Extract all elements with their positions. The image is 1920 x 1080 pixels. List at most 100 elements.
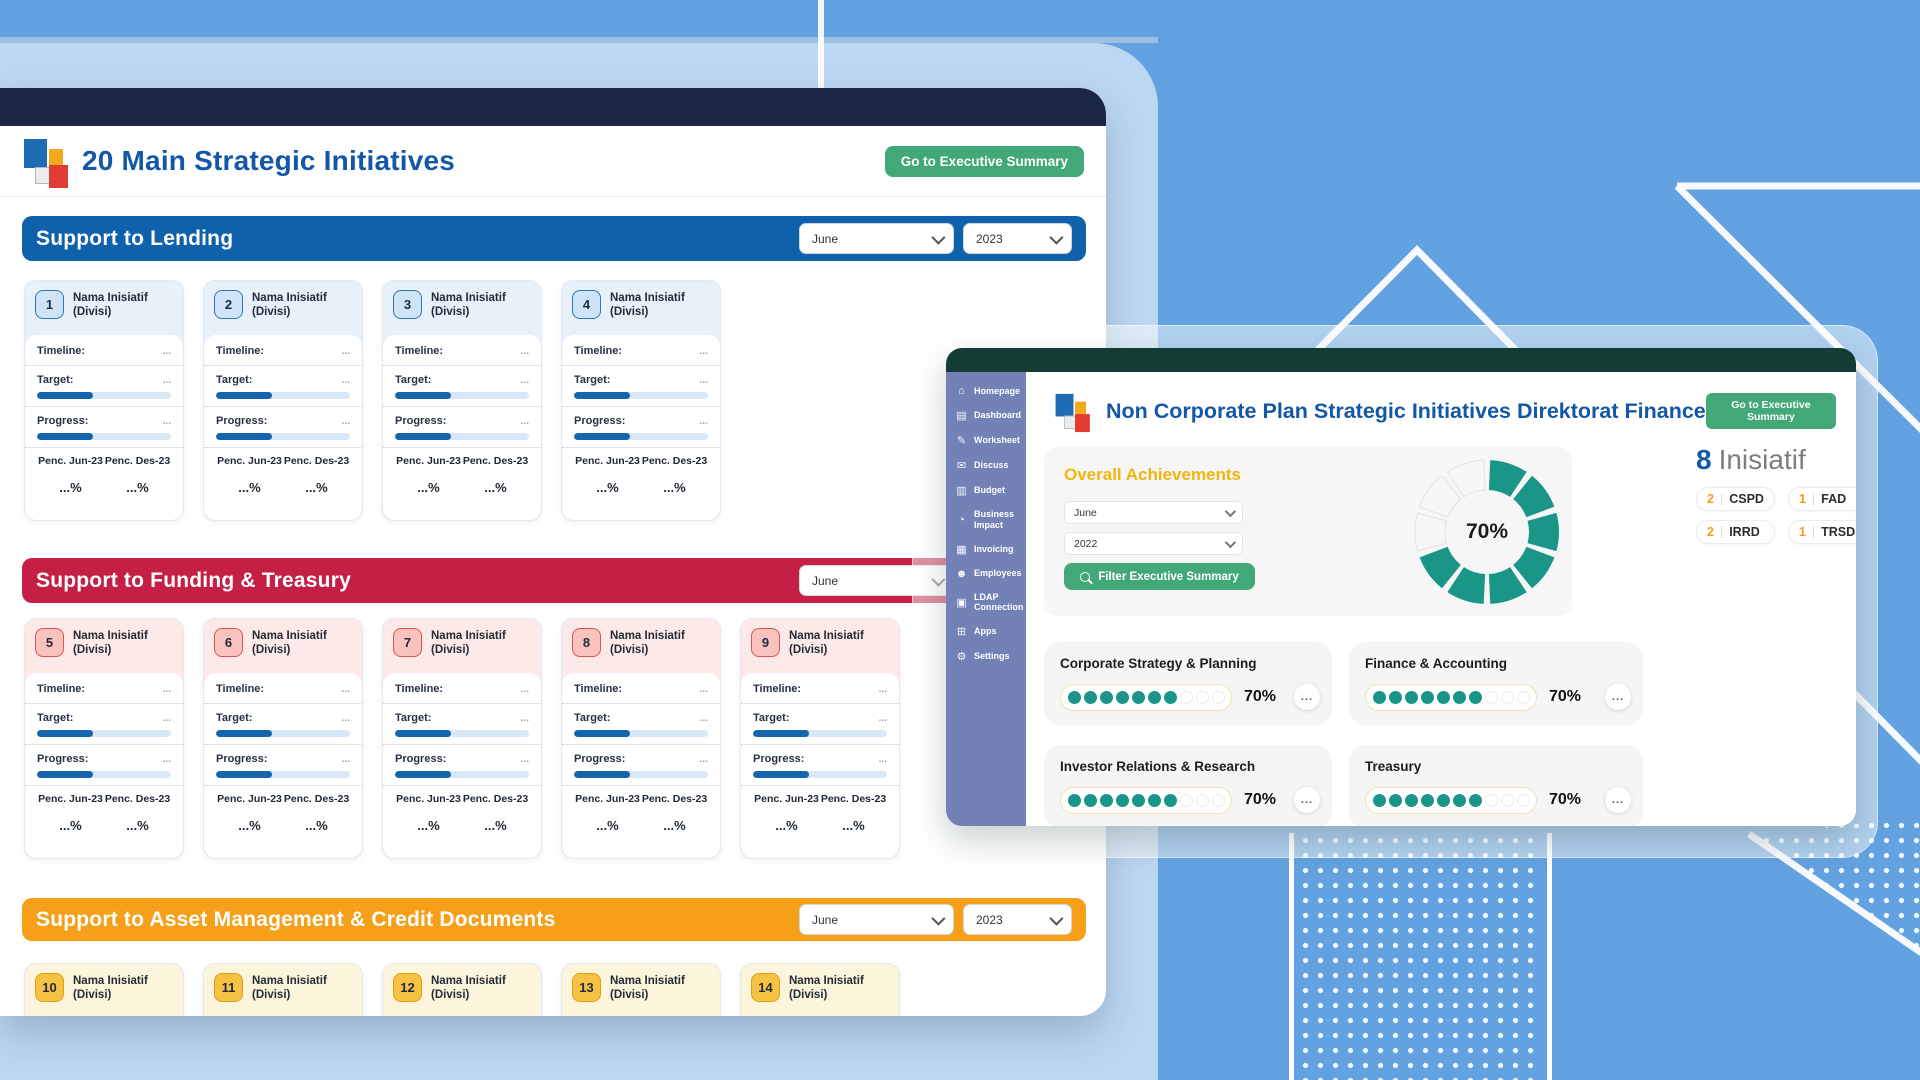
donut-segment-filled	[1488, 460, 1527, 497]
achievement-col-des: Penc. Des-23	[641, 793, 708, 805]
sidebar-item-settings[interactable]: ⚙ Settings	[946, 644, 1026, 669]
overall-achievements-heading: Overall Achievements	[1064, 465, 1242, 484]
month-select[interactable]: June	[1064, 501, 1243, 524]
left-dashboard-header: 20 Main Strategic Initiatives Go to Exec…	[0, 126, 1106, 197]
more-options-button[interactable]: ...	[1605, 787, 1631, 813]
overall-achievements-card: Overall Achievements June 2022 Filter Ex…	[1044, 447, 1572, 616]
filter-button-label: Filter Executive Summary	[1098, 570, 1239, 583]
timeline-row: Timeline:...	[753, 682, 887, 696]
sidebar-item-invoicing[interactable]: ▦ Invoicing	[946, 537, 1026, 562]
progress-progress-bar	[395, 433, 529, 440]
initiative-card-body: Timeline:... Target:... Progress:... Penc. …	[204, 335, 362, 520]
sidebar-item-discuss[interactable]: ✉ Discuss	[946, 453, 1026, 478]
go-to-executive-summary-button[interactable]: Go to Executive Summary	[1705, 393, 1836, 429]
dotted-divider	[204, 744, 362, 745]
dotted-divider	[741, 744, 899, 745]
achievement-columns: Penc. Jun-23 Penc. Des-23	[37, 793, 171, 805]
year-select-lending[interactable]: 2023	[963, 223, 1072, 254]
more-options-button[interactable]: ...	[1605, 684, 1631, 710]
progress-dot-filled	[1132, 691, 1145, 704]
achievement-columns: Penc. Jun-23 Penc. Des-23	[395, 793, 529, 805]
right-dashboard-header: Non Corporate Plan Strategic Initiatives…	[1054, 388, 1836, 434]
dotted-divider	[204, 447, 362, 448]
achievement-col-des: Penc. Des-23	[462, 793, 529, 805]
logo-orange-square	[49, 149, 63, 168]
timeline-row: Timeline:...	[574, 682, 708, 696]
right-dashboard-main: Non Corporate Plan Strategic Initiatives…	[1026, 372, 1856, 826]
progress-dot-filled	[1421, 794, 1434, 807]
progress-dot-empty	[1485, 691, 1498, 704]
progress-row-label: Progress:	[395, 753, 447, 765]
sidebar-item-label: Business Impact	[974, 509, 1015, 530]
target-row: Target:...	[37, 373, 171, 387]
month-select-lending[interactable]: June	[799, 223, 954, 254]
ellipsis-value: ...	[341, 683, 350, 695]
dot-progress-track	[1060, 684, 1232, 711]
go-to-executive-summary-button[interactable]: Go to Executive Summary	[884, 145, 1084, 177]
department-percent: 70%	[1244, 688, 1277, 705]
background-dot-border-left	[1289, 833, 1294, 1080]
pill-divider: |	[1719, 492, 1724, 506]
achievement-value-des: ...%	[663, 480, 686, 495]
card-name-label: Nama Inisiatif (Divisi)	[431, 975, 506, 1002]
sidebar-item-dashboard[interactable]: ▤ Dashboard	[946, 403, 1026, 428]
initiative-card-header: 2 Nama Inisiatif (Divisi)	[204, 281, 362, 335]
ellipsis-value: ...	[162, 753, 171, 765]
achievement-col-jun: Penc. Jun-23	[396, 455, 461, 467]
sidebar-item-worksheet[interactable]: ✎ Worksheet	[946, 428, 1026, 453]
dotted-divider	[25, 406, 183, 407]
achievement-values: ...%...%	[216, 480, 350, 495]
progress-dot-filled	[1116, 794, 1129, 807]
sidebar-item-employees[interactable]: ☻ Employees	[946, 562, 1026, 586]
initiative-card-2: 2 Nama Inisiatif (Divisi) Timeline:... Targe…	[203, 280, 363, 521]
progress-row: Progress:...	[395, 414, 529, 428]
sidebar-item-budget[interactable]: ▥ Budget	[946, 478, 1026, 503]
initiative-card-7: 7 Nama Inisiatif (Divisi) Timeline:... Targe…	[382, 618, 542, 859]
chevron-down-icon	[1049, 911, 1064, 926]
progress-dot-filled	[1164, 794, 1177, 807]
more-options-button[interactable]: ...	[1294, 684, 1320, 710]
sidebar-item-homepage[interactable]: ⌂ Homepage	[946, 379, 1026, 403]
year-select-asset-management[interactable]: 2023	[963, 904, 1072, 935]
card-number-badge: 2	[214, 290, 243, 319]
achievement-col-jun: Penc. Jun-23	[754, 793, 819, 805]
sidebar-item-ldap-connection[interactable]: ▣ LDAP Connection	[946, 586, 1026, 620]
initiative-card-header: 7 Nama Inisiatif (Divisi)	[383, 619, 541, 673]
achievement-value-des: ...%	[484, 480, 507, 495]
achievement-value-jun: ...%	[596, 818, 619, 833]
dotted-divider	[25, 744, 183, 745]
progress-row-label: Progress:	[395, 415, 447, 427]
dotted-divider	[741, 703, 899, 704]
initiative-card-header: 9 Nama Inisiatif (Divisi)	[741, 619, 899, 673]
progress-dot-filled	[1068, 691, 1081, 704]
ellipsis-value: ...	[699, 753, 708, 765]
filter-executive-summary-button[interactable]: Filter Executive Summary	[1064, 563, 1255, 590]
achievement-columns: Penc. Jun-23 Penc. Des-23	[37, 455, 171, 467]
app-logo	[22, 138, 68, 188]
card-name-label: Nama Inisiatif (Divisi)	[431, 292, 506, 319]
achievement-value-jun: ...%	[417, 818, 440, 833]
progress-progress-bar	[216, 433, 350, 440]
pill-irrd: 2 | IRRD	[1696, 520, 1775, 544]
card-number-badge: 7	[393, 628, 422, 657]
achievement-col-jun: Penc. Jun-23	[217, 455, 282, 467]
year-select[interactable]: 2022	[1064, 532, 1243, 555]
section-filters: June 2023	[799, 223, 1072, 254]
initiative-card-header: 11 Nama Inisiatif (Divisi)	[204, 964, 362, 1016]
ellipsis-value: ...	[520, 415, 529, 427]
section-asset-management: Support to Asset Management & Credit Doc…	[0, 898, 1106, 1016]
department-percent: 70%	[1549, 791, 1582, 808]
more-options-button[interactable]: ...	[1294, 787, 1320, 813]
target-progress-bar	[574, 392, 708, 399]
timeline-row-label: Timeline:	[574, 683, 623, 695]
initiative-card-header: 5 Nama Inisiatif (Divisi)	[25, 619, 183, 673]
progress-row-label: Progress:	[753, 753, 805, 765]
card-number-badge: 9	[751, 628, 780, 657]
ellipsis-value: ...	[699, 683, 708, 695]
dotted-divider	[204, 406, 362, 407]
month-select-asset-management[interactable]: June	[799, 904, 954, 935]
department-name: Corporate Strategy & Planning	[1060, 656, 1257, 671]
card-name-label: Nama Inisiatif (Divisi)	[73, 292, 148, 319]
sidebar-item-apps[interactable]: ⊞ Apps	[946, 619, 1026, 644]
sidebar-item-business-impact[interactable]: ◔ Business Impact	[946, 503, 1026, 537]
